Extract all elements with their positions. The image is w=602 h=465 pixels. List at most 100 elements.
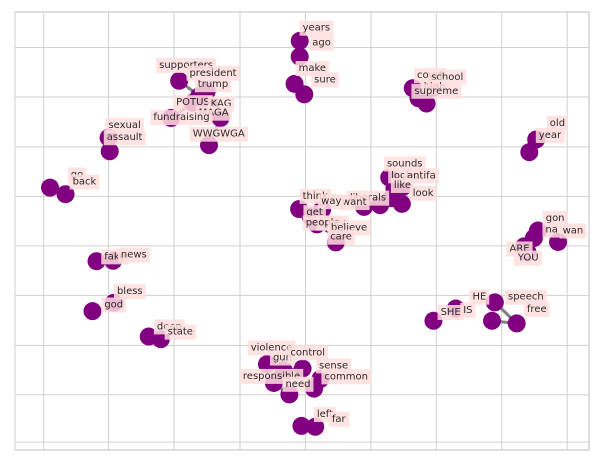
label-text-way: way — [321, 196, 341, 207]
label-state: state — [164, 324, 196, 340]
label-box-news — [117, 247, 150, 263]
label-box-ago — [309, 35, 334, 51]
label-text-HE: HE — [472, 292, 486, 303]
label-text-IS: IS — [463, 305, 472, 316]
label-common: common — [321, 369, 371, 385]
label-text-news: news — [121, 250, 147, 261]
label-box-back — [69, 174, 100, 190]
label-text-supporters: supporters — [159, 60, 213, 71]
node-sure — [295, 85, 314, 104]
label-text-na: na — [545, 225, 557, 236]
label-text-fake: fake — [104, 251, 125, 262]
label-text-think: think — [303, 191, 328, 202]
label-box-wan — [559, 223, 587, 239]
node-go — [41, 178, 60, 197]
label-assault: assault — [103, 130, 146, 146]
label-text-want: want — [342, 197, 367, 208]
label-like: like — [390, 177, 415, 193]
label-text-speech: speech — [508, 292, 544, 303]
label-text-MAGA: MAGA — [199, 108, 229, 119]
label-box-state — [164, 324, 196, 340]
label-far: far — [328, 411, 350, 427]
label-text-get: get — [306, 207, 323, 218]
label-text-fundraising: fundraising — [153, 112, 209, 123]
label-box-YOU — [513, 250, 542, 266]
label-sexual: sexual — [105, 117, 144, 133]
label-box-trump — [194, 77, 232, 93]
label-text-ARE: ARE — [509, 243, 529, 254]
label-text-POTUS: POTUS — [176, 97, 210, 108]
label-box-care — [327, 229, 355, 245]
label-text-old: old — [550, 118, 565, 129]
node-god — [83, 302, 102, 321]
label-want: want — [338, 195, 370, 211]
label-box-assault — [103, 130, 146, 146]
label-old: old — [546, 115, 569, 131]
label-box-supreme — [411, 83, 462, 99]
label-text-need: need — [285, 379, 310, 390]
label-text-sounds: sounds — [387, 158, 423, 169]
label-text-wan: wan — [563, 226, 584, 237]
label-text-sense: sense — [319, 360, 348, 371]
label-box-sexual — [105, 117, 144, 133]
label-control: control — [287, 345, 329, 361]
label-years: years — [299, 20, 334, 36]
label-box-year — [535, 128, 566, 144]
label-wan: wan — [559, 223, 587, 239]
label-text-ago: ago — [312, 38, 331, 49]
label-bless: bless — [113, 283, 146, 299]
label-back: back — [69, 174, 100, 190]
label-text-year: year — [539, 130, 562, 141]
label-gon: gon — [542, 210, 568, 226]
label-text-violence: violence — [251, 342, 293, 353]
label-news: news — [117, 247, 150, 263]
label-text-state: state — [168, 327, 193, 338]
label-text-control: control — [290, 347, 325, 358]
label-IS: IS — [460, 302, 476, 318]
label-text-sexual: sexual — [108, 120, 140, 131]
label-box-need — [282, 376, 314, 392]
node-free — [482, 311, 501, 330]
node-look — [392, 194, 411, 213]
label-year: year — [535, 128, 566, 144]
label-ago: ago — [309, 35, 334, 51]
label-box-sure — [311, 72, 339, 88]
label-box-bless — [113, 283, 146, 299]
label-text-KAG: KAG — [211, 98, 232, 109]
label-box-old — [546, 115, 569, 131]
label-box-sounds — [383, 156, 426, 172]
label-free: free — [523, 301, 550, 317]
label-text-free: free — [527, 304, 547, 315]
label-WWGWGA: WWGWGA — [189, 126, 248, 142]
label-text-gun: gun — [273, 353, 292, 364]
label-text-left: left — [317, 409, 333, 420]
label-text-care: care — [330, 232, 352, 243]
label-text-years: years — [303, 23, 331, 34]
label-text-like: like — [394, 180, 411, 191]
label-box-president — [186, 65, 240, 81]
label-box-na — [542, 222, 561, 238]
label-box-god — [101, 297, 127, 313]
node-HE — [485, 293, 504, 312]
label-text-common: common — [324, 371, 368, 382]
label-text-far: far — [332, 414, 347, 425]
label-look: look — [409, 185, 437, 201]
label-text-antifa: antifa — [407, 170, 436, 181]
label-text-back: back — [73, 176, 97, 187]
label-text-look: look — [413, 188, 434, 199]
label-trump: trump — [194, 77, 232, 93]
label-text-bless: bless — [117, 286, 143, 297]
label-box-IS — [460, 302, 476, 318]
label-text-assault: assault — [107, 132, 143, 143]
node-far — [306, 417, 325, 436]
label-box-control — [287, 345, 329, 361]
label-need: need — [282, 376, 314, 392]
label-box-HE — [469, 289, 490, 305]
node-speech — [507, 314, 526, 333]
label-text-god: god — [104, 300, 123, 311]
label-text-gon: gon — [546, 213, 565, 224]
label-text-people: people — [306, 218, 340, 229]
label-care: care — [327, 229, 355, 245]
label-box-free — [523, 301, 550, 317]
